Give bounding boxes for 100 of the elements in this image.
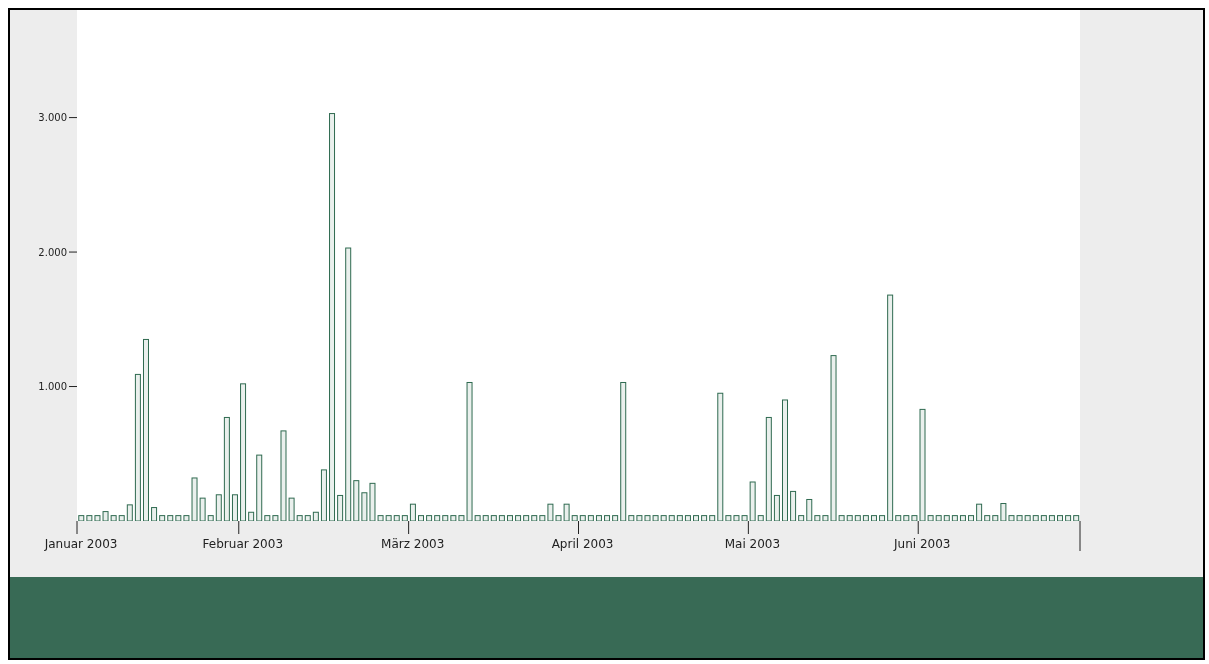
- bar: [442, 515, 449, 521]
- bar: [959, 515, 966, 521]
- bar: [377, 515, 384, 521]
- bar: [523, 515, 530, 521]
- bar: [94, 515, 101, 521]
- bar: [968, 515, 975, 521]
- bar: [86, 515, 93, 521]
- bar: [369, 482, 376, 521]
- x-tick-label: Februar 2003: [202, 537, 284, 551]
- bar: [919, 408, 926, 521]
- bar: [547, 503, 554, 521]
- bar: [167, 515, 174, 521]
- bar: [725, 515, 732, 521]
- bar: [951, 515, 958, 521]
- bar: [862, 515, 869, 521]
- bar: [773, 494, 780, 521]
- bar: [142, 338, 149, 521]
- bar: [870, 515, 877, 521]
- bar: [587, 515, 594, 521]
- bar: [329, 113, 336, 521]
- bar: [668, 515, 675, 521]
- bar: [296, 515, 303, 521]
- bar: [531, 515, 538, 521]
- bar: [320, 469, 327, 521]
- bar: [911, 515, 918, 521]
- x-tick-label: März 2003: [381, 537, 445, 551]
- bar: [1057, 515, 1064, 521]
- bar: [1040, 515, 1047, 521]
- bar: [798, 515, 805, 521]
- bar: [684, 515, 691, 521]
- bar: [159, 515, 166, 521]
- bar: [474, 515, 481, 521]
- bar: [1008, 515, 1015, 521]
- bar: [895, 515, 902, 521]
- bar: [749, 481, 756, 521]
- bar: [434, 515, 441, 521]
- bar: [458, 515, 465, 521]
- bar: [223, 416, 230, 521]
- bar: [450, 515, 457, 521]
- bar: [151, 507, 158, 521]
- bar: [1000, 503, 1007, 521]
- bar: [717, 392, 724, 521]
- bar: [1048, 515, 1055, 521]
- bar: [644, 515, 651, 521]
- bar: [1024, 515, 1031, 521]
- bar: [490, 515, 497, 521]
- bar: [628, 515, 635, 521]
- bar: [612, 515, 619, 521]
- bar: [563, 503, 570, 521]
- bar: [337, 494, 344, 521]
- bar: [304, 515, 311, 521]
- bar: [256, 454, 263, 521]
- y-tick-label: 3.000: [38, 112, 67, 124]
- bar: [652, 515, 659, 521]
- bar: [466, 381, 473, 521]
- bar: [579, 515, 586, 521]
- bar: [175, 515, 182, 521]
- bar: [353, 480, 360, 521]
- bar: [539, 515, 546, 521]
- bar: [272, 515, 279, 521]
- bar: [506, 515, 513, 521]
- bar: [191, 477, 198, 521]
- bar: [879, 515, 886, 521]
- bar: [757, 515, 764, 521]
- bar: [78, 515, 85, 521]
- bar: [806, 498, 813, 521]
- bar: [401, 515, 408, 521]
- bar: [199, 497, 206, 521]
- bar: [636, 515, 643, 521]
- bar: [118, 515, 125, 521]
- bar: [207, 515, 214, 521]
- bar: [846, 515, 853, 521]
- bar: [555, 515, 562, 521]
- bar: [515, 515, 522, 521]
- bar: [102, 511, 109, 521]
- bar: [790, 490, 797, 521]
- bar: [1016, 515, 1023, 521]
- bar: [701, 515, 708, 521]
- x-tick-label: Mai 2003: [724, 537, 781, 551]
- bar: [765, 416, 772, 521]
- bar: [361, 492, 368, 521]
- bar: [345, 247, 352, 521]
- x-tick-label: April 2003: [551, 537, 614, 551]
- y-tick-label: 1.000: [38, 381, 67, 393]
- y-tick-label: 2.000: [38, 246, 67, 258]
- bar: [814, 515, 821, 521]
- bar: [604, 515, 611, 521]
- x-tick-label: Juni 2003: [893, 537, 951, 551]
- bar: [240, 383, 247, 521]
- bar: [215, 494, 222, 521]
- bar: [595, 515, 602, 521]
- bar: [676, 515, 683, 521]
- bar: [280, 430, 287, 521]
- bar: [1032, 515, 1039, 521]
- bar: [992, 515, 999, 521]
- bar: [709, 515, 716, 521]
- bar: [498, 515, 505, 521]
- bar: [976, 503, 983, 521]
- bar: [1073, 515, 1080, 521]
- bar: [288, 497, 295, 521]
